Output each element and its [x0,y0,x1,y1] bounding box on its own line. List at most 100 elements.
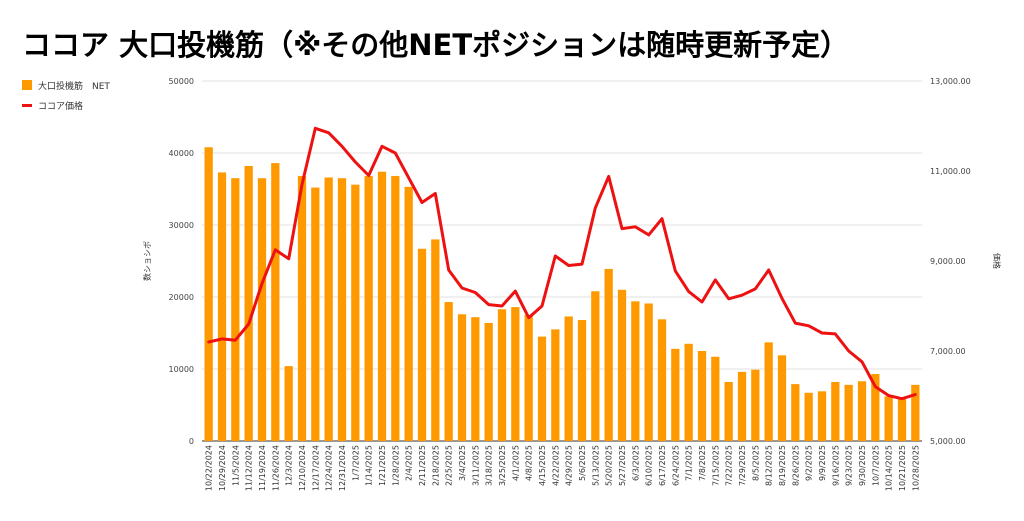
bar [791,384,800,441]
bar [804,392,813,441]
bar [564,316,573,441]
x-tick-label: 4/22/2025 [551,445,560,486]
x-tick-label: 2/25/2025 [445,445,454,486]
bar [377,171,387,441]
x-tick-label: 2/18/2025 [431,445,440,486]
x-tick-label: 3/4/2025 [458,445,467,481]
x-tick-label: 9/16/2025 [831,445,840,486]
chart-title: ココア 大口投機筋（※その他NETポジションは随時更新予定） [22,28,850,62]
legend-swatch-line [22,103,32,107]
y-right-tick-label: 11,000.00 [930,167,971,176]
x-tick-label: 3/25/2025 [498,445,507,486]
x-tick-label: 4/29/2025 [565,445,574,486]
bar [217,172,227,441]
bar [444,302,453,441]
bar [497,309,507,441]
bar [511,307,520,441]
bar [324,177,333,442]
y-left-tick-label: 30000 [169,221,194,230]
bar [711,356,720,441]
x-tick-label: 7/8/2025 [698,445,707,481]
x-tick-label: 6/3/2025 [631,445,640,481]
x-tick-label: 12/24/2024 [325,445,334,491]
bar [817,391,827,441]
bar [684,343,693,441]
bar [777,355,787,441]
x-tick-label: 1/7/2025 [351,445,360,481]
bar [204,147,213,442]
bar [577,320,587,441]
bar [537,336,547,441]
bar [631,301,640,441]
x-tick-label: 5/20/2025 [605,445,614,486]
x-tick-label: 8/26/2025 [791,445,800,486]
x-tick-label: 4/8/2025 [525,445,534,481]
y-right-tick-label: 9,000.00 [930,257,966,266]
y-right-axis-title: 価格 [992,253,1002,269]
bar [337,178,347,441]
bar [271,163,280,441]
legend-item-net: 大口投機筋 NET [22,78,110,92]
x-tick-label: 10/21/2025 [898,445,907,491]
bar [364,176,373,442]
bar [884,396,893,441]
x-tick-label: 6/17/2025 [658,445,667,486]
bar [297,176,307,442]
bar [897,397,907,441]
bar [737,371,747,441]
x-tick-label: 2/11/2025 [418,445,427,486]
bar [524,315,533,441]
bar [671,348,680,441]
y-left-tick-label: 10000 [169,365,194,374]
bar [484,322,493,441]
bar [831,381,840,441]
x-tick-label: 7/22/2025 [725,445,734,486]
bar [911,384,920,441]
y-right-tick-label: 5,000.00 [930,437,966,446]
x-tick-label: 9/2/2025 [805,445,814,481]
x-tick-label: 9/30/2025 [858,445,867,486]
y-left-tick-label: 20000 [169,293,194,302]
x-tick-label: 12/17/2024 [311,445,320,491]
x-tick-label: 1/14/2025 [365,445,374,486]
x-tick-label: 5/27/2025 [618,445,627,486]
x-tick-label: 5/13/2025 [591,445,600,486]
bar [617,289,627,441]
y-left-axis-title: 数ショシボ [142,241,152,281]
x-tick-label: 8/12/2025 [765,445,774,486]
x-tick-label: 8/5/2025 [751,445,760,481]
x-tick-label: 6/24/2025 [671,445,680,486]
bar [417,248,427,441]
x-tick-label: 12/3/2024 [285,445,294,486]
x-tick-label: 3/11/2025 [471,445,480,486]
y-left-tick-label: 40000 [169,149,194,158]
x-tick-label: 7/29/2025 [738,445,747,486]
bar [351,184,360,441]
bar [431,239,440,441]
y-right-tick-label: 13,000.00 [930,77,971,86]
x-tick-label: 3/18/2025 [485,445,494,486]
bar [844,384,853,441]
legend-label-net: 大口投機筋 NET [38,81,110,92]
bar [871,374,880,441]
bar [751,369,760,441]
bar [244,165,253,441]
x-tick-label: 1/21/2025 [378,445,387,486]
x-tick-label: 7/15/2025 [711,445,720,486]
bar [604,268,613,441]
x-tick-label: 7/1/2025 [685,445,694,481]
x-tick-label: 12/10/2024 [298,445,307,491]
x-tick-label: 9/9/2025 [818,445,827,481]
x-tick-label: 11/26/2024 [271,445,280,491]
legend: 大口投機筋 NET ココア価格 [22,78,110,118]
x-tick-label: 1/28/2025 [391,445,400,486]
legend-item-price: ココア価格 [22,98,110,112]
x-tick-label: 4/1/2025 [511,445,520,481]
bar [257,178,267,441]
bar [657,319,667,441]
bar [391,176,400,442]
x-tick-label: 2/4/2025 [405,445,414,481]
bar [457,314,467,441]
x-tick-label: 11/19/2024 [258,445,267,491]
y-right-tick-label: 7,000.00 [930,347,966,356]
